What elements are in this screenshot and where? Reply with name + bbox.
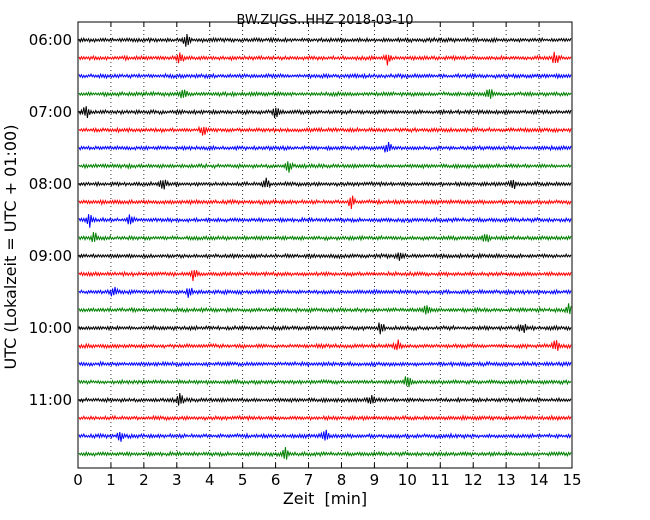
trace-0645	[78, 89, 572, 99]
x-tick-label: 4	[205, 471, 215, 489]
trace-0600	[78, 33, 572, 47]
seismic-traces	[78, 33, 572, 460]
trace-0945	[78, 303, 572, 315]
x-tick-label: 14	[530, 471, 549, 489]
trace-1130	[78, 429, 572, 442]
y-tick-label: 08:00	[29, 175, 72, 193]
trace-0930	[78, 286, 572, 298]
y-tick-label: 10:00	[29, 319, 72, 337]
trace-0615	[78, 51, 572, 66]
trace-0730	[78, 142, 572, 153]
trace-0845	[78, 231, 572, 243]
x-tick-label: 10	[398, 471, 417, 489]
x-tick-label: 12	[464, 471, 483, 489]
x-tick-label: 9	[370, 471, 380, 489]
y-axis-ticks: 06:00 07:00 08:00 09:00 10:00 11:00	[29, 31, 83, 409]
trace-1100	[78, 393, 572, 406]
trace-1030	[78, 360, 572, 368]
chart-title: BW.ZUGS..HHZ 2018-03-10	[236, 13, 413, 28]
trace-1045	[78, 376, 572, 388]
trace-1145	[78, 446, 572, 460]
x-tick-label: 15	[562, 471, 581, 489]
trace-0915	[78, 270, 572, 282]
x-tick-label: 6	[271, 471, 281, 489]
x-axis-label: Zeit [min]	[283, 489, 367, 508]
x-tick-label: 7	[304, 471, 314, 489]
y-tick-label: 06:00	[29, 31, 72, 49]
y-axis-label: UTC (Lokalzeit = UTC + 01:00)	[1, 125, 20, 370]
trace-0715	[78, 125, 572, 136]
x-tick-label: 1	[106, 471, 116, 489]
x-tick-label: 13	[497, 471, 516, 489]
y-tick-label: 09:00	[29, 247, 72, 265]
trace-0700	[78, 106, 572, 119]
trace-0745	[78, 161, 572, 173]
x-tick-label: 0	[73, 471, 83, 489]
x-tick-label: 11	[431, 471, 450, 489]
trace-1015	[78, 339, 572, 351]
x-axis-ticks: 0 1 2 3 4 5 6 7 8 9 10 11 12 13 14 15	[73, 22, 582, 489]
x-tick-label: 2	[139, 471, 149, 489]
x-tick-label: 3	[172, 471, 182, 489]
trace-1000	[78, 322, 572, 335]
trace-0900	[78, 252, 572, 261]
trace-0815	[78, 195, 572, 210]
plot-frame	[77, 21, 573, 469]
trace-0630	[78, 72, 572, 80]
trace-0830	[78, 214, 572, 228]
trace-0800	[78, 177, 572, 190]
y-tick-label: 07:00	[29, 103, 72, 121]
x-tick-label: 5	[238, 471, 248, 489]
x-tick-label: 8	[337, 471, 347, 489]
trace-1115	[78, 414, 572, 422]
y-tick-label: 11:00	[29, 391, 72, 409]
